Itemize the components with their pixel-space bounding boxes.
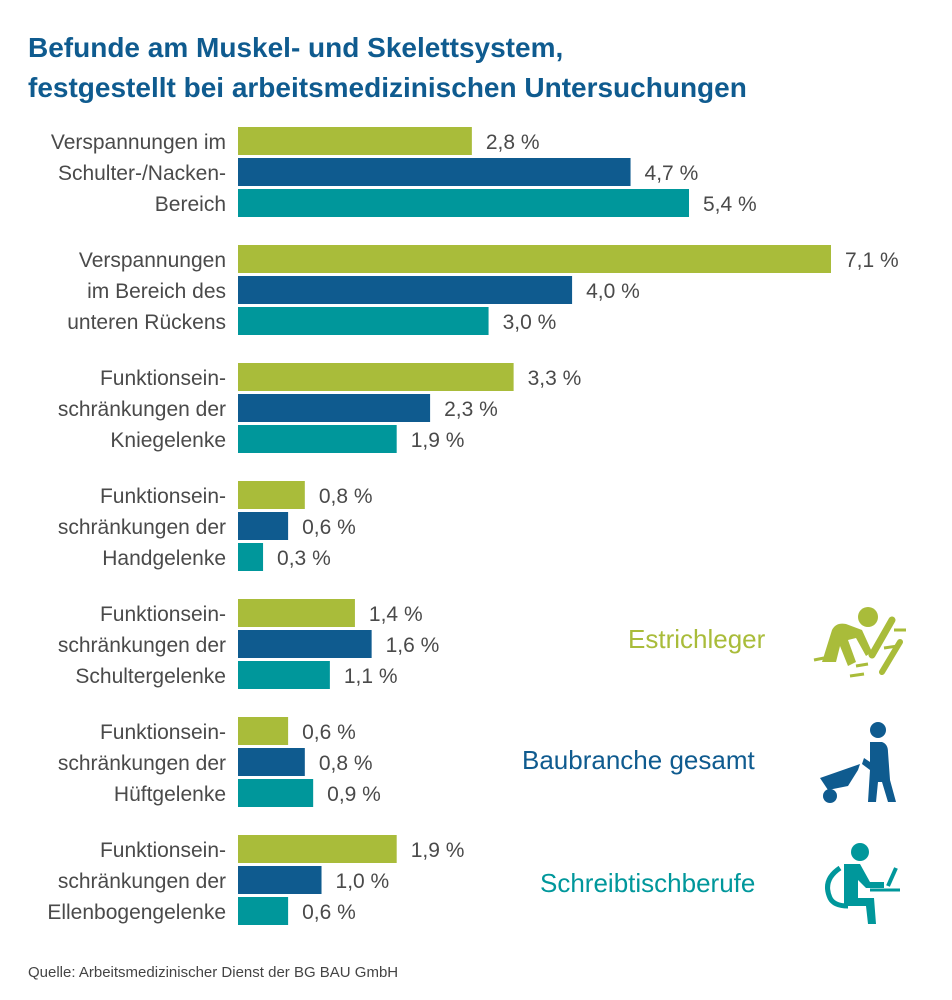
bar-estrichleger [238, 245, 831, 273]
bar-schreibtischberufe [238, 189, 690, 217]
category-label: Verspannungen [79, 249, 226, 272]
bar-baubranche-gesamt [238, 866, 322, 894]
bar-estrichleger [238, 835, 397, 863]
title-line-2: festgestellt bei arbeitsmedizinischen Un… [28, 72, 747, 103]
bar-estrichleger [238, 481, 305, 509]
bar-estrichleger [238, 717, 289, 745]
bar-schreibtischberufe [238, 897, 289, 925]
data-label: 3,0 % [503, 311, 557, 334]
title-line-1: Befunde am Muskel- und Skelettsystem, [28, 32, 564, 63]
category-label: Schulter-/Nacken- [58, 162, 226, 185]
bar-schreibtischberufe [238, 543, 264, 571]
category-label: Verspannungen im [51, 131, 226, 154]
data-label: 2,8 % [486, 131, 540, 154]
bar-estrichleger [238, 363, 514, 391]
category-label: Kniegelenke [110, 429, 226, 452]
chart-title: Befunde am Muskel- und Skelettsystem, fe… [28, 28, 747, 108]
category-label: schränkungen der [58, 516, 226, 539]
data-label: 0,6 % [302, 721, 356, 744]
category-label: Bereich [155, 193, 226, 216]
data-label: 0,9 % [327, 783, 381, 806]
category-label: schränkungen der [58, 634, 226, 657]
data-label: 1,4 % [369, 603, 423, 626]
category-label: Funktionsein- [100, 485, 226, 508]
category-label: Funktionsein- [100, 721, 226, 744]
kneeling-worker-icon [813, 607, 906, 678]
category-label: Hüftgelenke [114, 783, 226, 806]
bar-baubranche-gesamt [238, 276, 573, 304]
source-note: Quelle: Arbeitsmedizinischer Dienst der … [28, 964, 399, 981]
data-label: 1,9 % [411, 839, 465, 862]
bar-chart: Verspannungen im Schulter-/Nacken- Bereich… [47, 127, 899, 925]
data-label: 0,8 % [319, 752, 373, 775]
bar-baubranche-gesamt [238, 158, 631, 186]
category-label: unteren Rückens [67, 311, 226, 334]
data-label: 4,7 % [645, 162, 699, 185]
category-label: Handgelenke [102, 547, 226, 570]
data-label: 0,6 % [302, 516, 356, 539]
data-label: 4,0 % [586, 280, 640, 303]
legend-baubranche-gesamt: Baubranche gesamt [522, 745, 755, 775]
bar-baubranche-gesamt [238, 394, 431, 422]
bar-schreibtischberufe [238, 425, 397, 453]
category-label: Funktionsein- [100, 603, 226, 626]
data-label: 0,3 % [277, 547, 331, 570]
bar-baubranche-gesamt [238, 630, 372, 658]
data-label: 3,3 % [528, 367, 582, 390]
legend-schreibtischberufe: Schreibtischberufe [540, 868, 756, 898]
data-label: 1,6 % [386, 634, 440, 657]
bar-estrichleger [238, 127, 472, 155]
bar-baubranche-gesamt [238, 512, 289, 540]
category-label: Funktionsein- [100, 367, 226, 390]
category-label: Funktionsein- [100, 839, 226, 862]
data-label: 0,8 % [319, 485, 373, 508]
legend-estrichleger: Estrichleger [628, 624, 766, 654]
data-label: 1,9 % [411, 429, 465, 452]
category-label: Schultergelenke [75, 665, 226, 688]
data-label: 2,3 % [444, 398, 498, 421]
category-label: schränkungen der [58, 870, 226, 893]
data-label: 1,1 % [344, 665, 398, 688]
data-label: 1,0 % [336, 870, 390, 893]
bar-estrichleger [238, 599, 355, 627]
bar-schreibtischberufe [238, 307, 489, 335]
category-label: im Bereich des [87, 280, 226, 303]
desk-worker-icon [825, 843, 900, 924]
bar-schreibtischberufe [238, 661, 330, 689]
data-label: 0,6 % [302, 901, 356, 924]
category-label: Ellenbogengelenke [47, 901, 226, 924]
wheelbarrow-worker-icon [820, 722, 896, 803]
data-label: 5,4 % [703, 193, 757, 216]
data-label: 7,1 % [845, 249, 899, 272]
category-label: schränkungen der [58, 752, 226, 775]
category-label: schränkungen der [58, 398, 226, 421]
bar-baubranche-gesamt [238, 748, 305, 776]
bar-schreibtischberufe [238, 779, 314, 807]
